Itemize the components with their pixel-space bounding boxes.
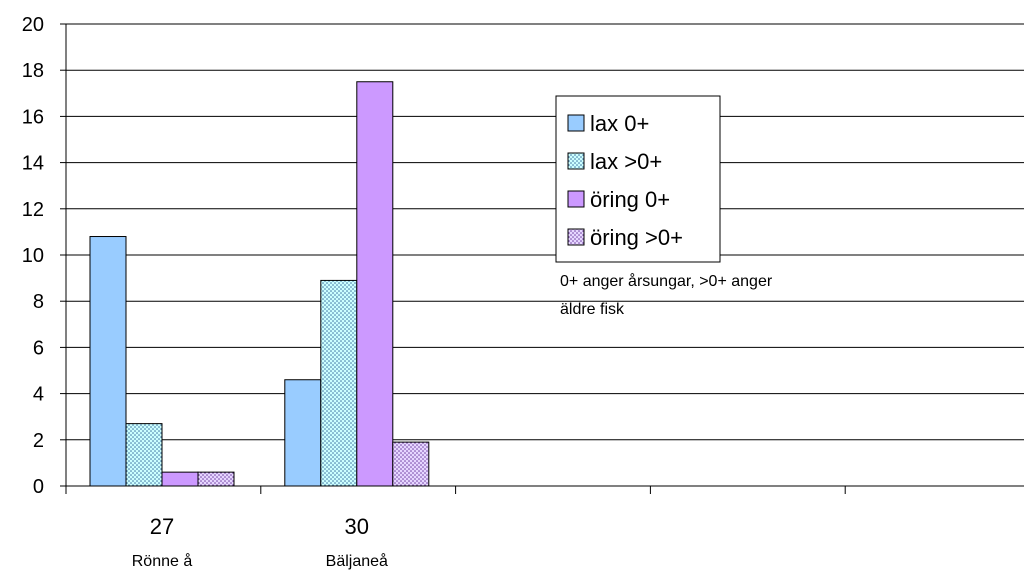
y-tick-label: 16 <box>22 106 44 128</box>
y-tick-label: 8 <box>33 291 44 313</box>
bars <box>89 81 430 487</box>
legend-label: lax 0+ <box>590 111 649 136</box>
y-tick-label: 6 <box>33 337 44 359</box>
x-tick-label: 27 <box>150 514 174 539</box>
legend-swatch-0 <box>567 114 585 132</box>
y-tick-label: 0 <box>33 476 44 498</box>
note-line: äldre fisk <box>560 301 625 318</box>
legend-label: öring >0+ <box>590 225 683 250</box>
x-sub-label: Rönne å <box>132 552 193 570</box>
x-tick-label: 30 <box>345 514 369 539</box>
bar-1-3 <box>392 441 430 487</box>
y-tick-label: 20 <box>22 14 44 36</box>
legend-swatch-2 <box>567 190 585 208</box>
bar-1-0 <box>284 379 322 487</box>
y-tick-labels: 0 2 4 6 8 10 12 14 16 18 20 <box>22 14 44 498</box>
bar-0-0 <box>89 236 127 487</box>
grid-lines <box>66 23 1024 441</box>
annotation: 0+ anger årsungar, >0+ anger äldre fisk <box>560 272 773 318</box>
y-tick-label: 14 <box>22 153 44 175</box>
bar-0-2 <box>161 471 199 487</box>
bar-1-2 <box>356 81 394 487</box>
legend-label: lax >0+ <box>590 149 662 174</box>
x-sub-label: Bäljaneå <box>326 552 388 570</box>
note-line: 0+ anger årsungar, >0+ anger <box>560 272 773 290</box>
y-tick-label: 18 <box>22 60 44 82</box>
bar-0-3 <box>197 471 235 487</box>
legend-swatch-1 <box>567 152 585 170</box>
axes <box>60 23 1024 494</box>
y-tick-label: 12 <box>22 199 44 221</box>
bar-1-1 <box>320 279 358 487</box>
legend-swatch-3 <box>567 228 585 246</box>
y-tick-label: 4 <box>33 384 44 406</box>
y-tick-label: 10 <box>22 245 44 267</box>
legend-label: öring 0+ <box>590 187 670 212</box>
y-tick-label: 2 <box>33 430 44 452</box>
bar-0-1 <box>125 423 163 487</box>
x-tick-labels: 27 Rönne å 30 Bäljaneå <box>132 514 388 570</box>
legend: lax 0+ lax >0+ öring 0+ öring >0+ <box>555 95 721 263</box>
